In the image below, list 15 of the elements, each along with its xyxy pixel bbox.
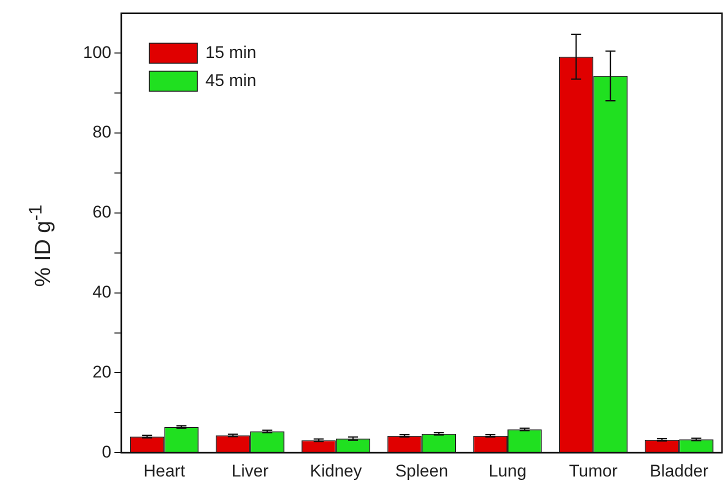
x-tick-label: Bladder (650, 461, 709, 480)
y-tick-label: 60 (92, 202, 112, 222)
legend-label: 45 min (205, 70, 256, 90)
y-tick-label: 20 (92, 362, 112, 382)
y-tick-label: 80 (92, 122, 112, 142)
x-tick-label: Spleen (395, 461, 448, 480)
y-tick-label: 0 (102, 442, 112, 462)
x-tick-label: Kidney (310, 461, 362, 480)
x-tick-label: Lung (488, 461, 526, 480)
y-tick-label: 100 (82, 42, 112, 62)
x-tick-label: Liver (232, 461, 269, 480)
x-tick-label: Heart (143, 461, 186, 480)
y-tick-label: 40 (92, 282, 112, 302)
x-tick-label: Tumor (569, 461, 618, 480)
legend-label: 15 min (205, 42, 256, 62)
